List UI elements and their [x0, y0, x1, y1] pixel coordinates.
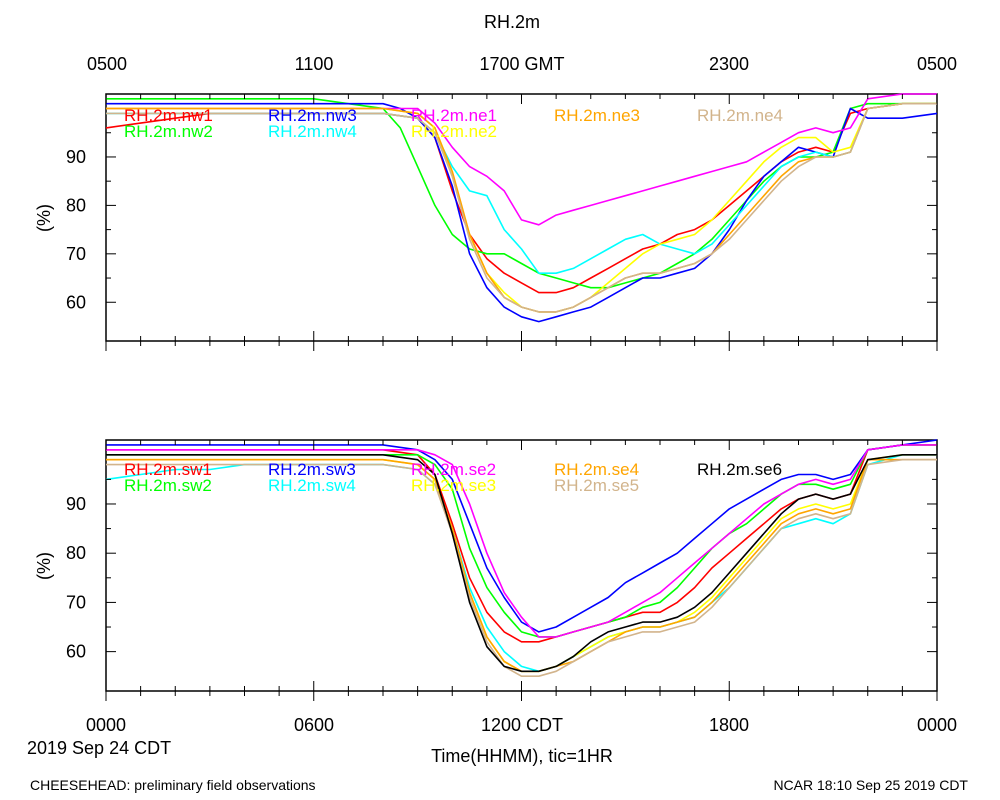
- top-plot-frame: [105, 93, 938, 342]
- y-tick-label: 80: [66, 195, 86, 215]
- series-line-rh-2m-se3: [106, 454, 937, 673]
- series-line-rh-2m-se4: [106, 458, 937, 673]
- top-series-group: [105, 93, 938, 323]
- legend-entry: RH.2m.se2: [411, 460, 496, 479]
- legend-entry: RH.2m.sw3: [268, 460, 356, 479]
- series-line-rh-2m-se5: [106, 458, 937, 677]
- gmt-tick-label: 0500: [87, 54, 127, 74]
- gmt-tick-label: 1700 GMT: [479, 54, 564, 74]
- cdt-tick-label: 0000: [86, 715, 126, 735]
- bottom-y-axis-label: (%): [34, 552, 54, 580]
- y-tick-label: 60: [66, 292, 86, 312]
- legend-entry: RH.2m.sw1: [124, 460, 212, 479]
- legend-entry: RH.2m.se3: [411, 476, 496, 495]
- bottom-series-group: [105, 439, 938, 677]
- gmt-tick-label: 2300: [709, 54, 749, 74]
- y-tick-label: 70: [66, 244, 86, 264]
- cdt-tick-label: 0000: [917, 715, 957, 735]
- legend-entry: RH.2m.nw2: [124, 122, 213, 141]
- series-line-rh-2m-se6: [106, 454, 937, 673]
- series-line-rh-2m-ne2: [106, 102, 937, 313]
- series-line-rh-2m-ne3: [106, 102, 937, 313]
- cdt-tick-label: 1800: [709, 715, 749, 735]
- footer-right: NCAR 18:10 Sep 25 2019 CDT: [773, 777, 968, 793]
- top-legend: RH.2m.nw1 RH.2m.nw2 RH.2m.nw3 RH.2m.nw4 …: [124, 106, 783, 141]
- legend-entry: RH.2m.nw4: [268, 122, 357, 141]
- gmt-tick-label: 1100: [295, 54, 334, 74]
- y-tick-label: 70: [66, 592, 86, 612]
- bottom-panel: 60 70 80 90 (%) RH.2m.sw1 RH.2m.sw2 RH.2m.s…: [34, 439, 938, 701]
- cdt-tick-label: 1200 CDT: [481, 715, 563, 735]
- series-line-rh-2m-se2: [106, 444, 937, 638]
- legend-entry: RH.2m.sw2: [124, 476, 212, 495]
- y-tick-label: 60: [66, 642, 86, 662]
- footer-left: CHEESEHEAD: preliminary field observatio…: [30, 777, 316, 793]
- legend-entry: RH.2m.ne2: [411, 122, 497, 141]
- bottom-legend: RH.2m.sw1 RH.2m.sw2 RH.2m.sw3 RH.2m.sw4 …: [124, 460, 782, 495]
- series-line-rh-2m-nw2: [106, 98, 937, 289]
- legend-entry: RH.2m.se5: [554, 476, 639, 495]
- top-panel: 60 70 80 90 (%) RH.2m.nw1 RH.2m.nw2 RH.2m.n…: [34, 93, 938, 351]
- y-tick-label: 90: [66, 147, 86, 167]
- series-line-rh-2m-sw3: [106, 439, 938, 633]
- legend-entry: RH.2m.se6: [697, 460, 782, 479]
- legend-entry: RH.2m.se4: [554, 460, 639, 479]
- bottom-plot-frame: [105, 439, 938, 692]
- y-tick-label: 90: [66, 494, 86, 514]
- series-line-rh-2m-nw3: [106, 102, 938, 323]
- top-y-axis-label: (%): [34, 204, 54, 232]
- legend-entry: RH.2m.nw1: [124, 106, 213, 125]
- legend-entry: RH.2m.ne3: [554, 106, 640, 125]
- legend-entry: RH.2m.ne4: [697, 106, 783, 125]
- series-line-rh-2m-sw4: [105, 454, 937, 673]
- series-line-rh-2m-ne4: [106, 102, 937, 313]
- figure-title: RH.2m: [484, 12, 540, 32]
- cdt-tick-label: 0600: [294, 715, 334, 735]
- date-label: 2019 Sep 24 CDT: [27, 738, 171, 758]
- legend-entry: RH.2m.nw3: [268, 106, 357, 125]
- x-axis-label: Time(HHMM), tic=1HR: [431, 746, 613, 766]
- gmt-tick-label: 0500: [917, 54, 957, 74]
- top-axes: 60 70 80 90: [66, 94, 938, 351]
- y-tick-label: 80: [66, 543, 86, 563]
- legend-entry: RH.2m.sw4: [268, 476, 356, 495]
- legend-entry: RH.2m.ne1: [411, 106, 497, 125]
- bottom-axes: 60 70 80 90: [66, 440, 938, 701]
